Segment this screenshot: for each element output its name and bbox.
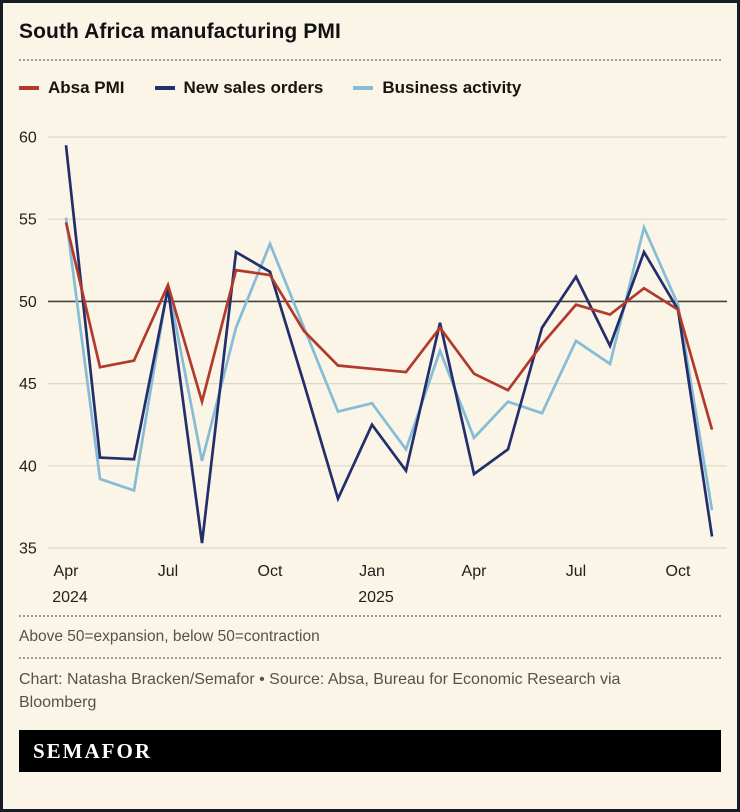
x-tick-year-2024: 2024 xyxy=(52,589,88,606)
separator-above-notes xyxy=(19,615,721,618)
series-line-new-sales-orders xyxy=(64,145,714,544)
absa-pmi-swatch-icon xyxy=(19,86,39,91)
y-tick-label-60: 60 xyxy=(19,130,37,147)
x-tick-label-Apr: Apr xyxy=(54,563,80,580)
y-tick-label-50: 50 xyxy=(19,294,37,311)
series-line-absa-pmi xyxy=(64,222,714,431)
x-tick-year-2025: 2025 xyxy=(358,589,394,606)
y-tick-label-35: 35 xyxy=(19,541,37,558)
x-tick-label-Oct: Oct xyxy=(666,563,691,580)
x-tick-label-Jul: Jul xyxy=(158,563,178,580)
threshold-note: Above 50=expansion, below 50=contraction xyxy=(19,628,320,646)
y-tick-label-40: 40 xyxy=(19,458,37,475)
legend-item-business-activity: Business activity xyxy=(353,78,521,98)
legend-item-new-sales-orders: New sales orders xyxy=(154,78,324,98)
legend-label-new-sales-orders: New sales orders xyxy=(183,78,324,98)
chart-card: South Africa manufacturing PMI Absa PMI … xyxy=(3,18,737,773)
credit-note: Chart: Natasha Bracken/Semafor • Source:… xyxy=(19,671,621,712)
y-tick-label-45: 45 xyxy=(19,376,37,393)
x-tick-label-Apr: Apr xyxy=(462,563,488,580)
separator-under-title xyxy=(19,59,721,62)
semafor-logo-bar: SEMAFOR xyxy=(19,730,721,773)
business-activity-swatch-icon xyxy=(353,86,374,91)
series-line-business-activity xyxy=(64,217,714,511)
semafor-logo: SEMAFOR xyxy=(33,738,152,763)
legend-label-absa-pmi: Absa PMI xyxy=(48,78,125,98)
x-tick-label-Jul: Jul xyxy=(566,563,586,580)
chart-title: South Africa manufacturing PMI xyxy=(19,20,341,43)
separator-above-credit xyxy=(19,657,721,660)
y-tick-label-55: 55 xyxy=(19,212,37,229)
x-tick-label-Oct: Oct xyxy=(258,563,283,580)
legend: Absa PMI New sales orders Business activ… xyxy=(19,77,721,99)
legend-item-absa-pmi: Absa PMI xyxy=(19,78,125,98)
legend-label-business-activity: Business activity xyxy=(382,78,522,98)
pmi-line-chart: 60 55 50 45 40 35 Apr 2024 Jul Oct Jan 2025 Apr Jul Oc… xyxy=(19,130,727,606)
x-tick-label-Jan: Jan xyxy=(359,563,385,580)
new-sales-orders-swatch-icon xyxy=(154,86,175,91)
